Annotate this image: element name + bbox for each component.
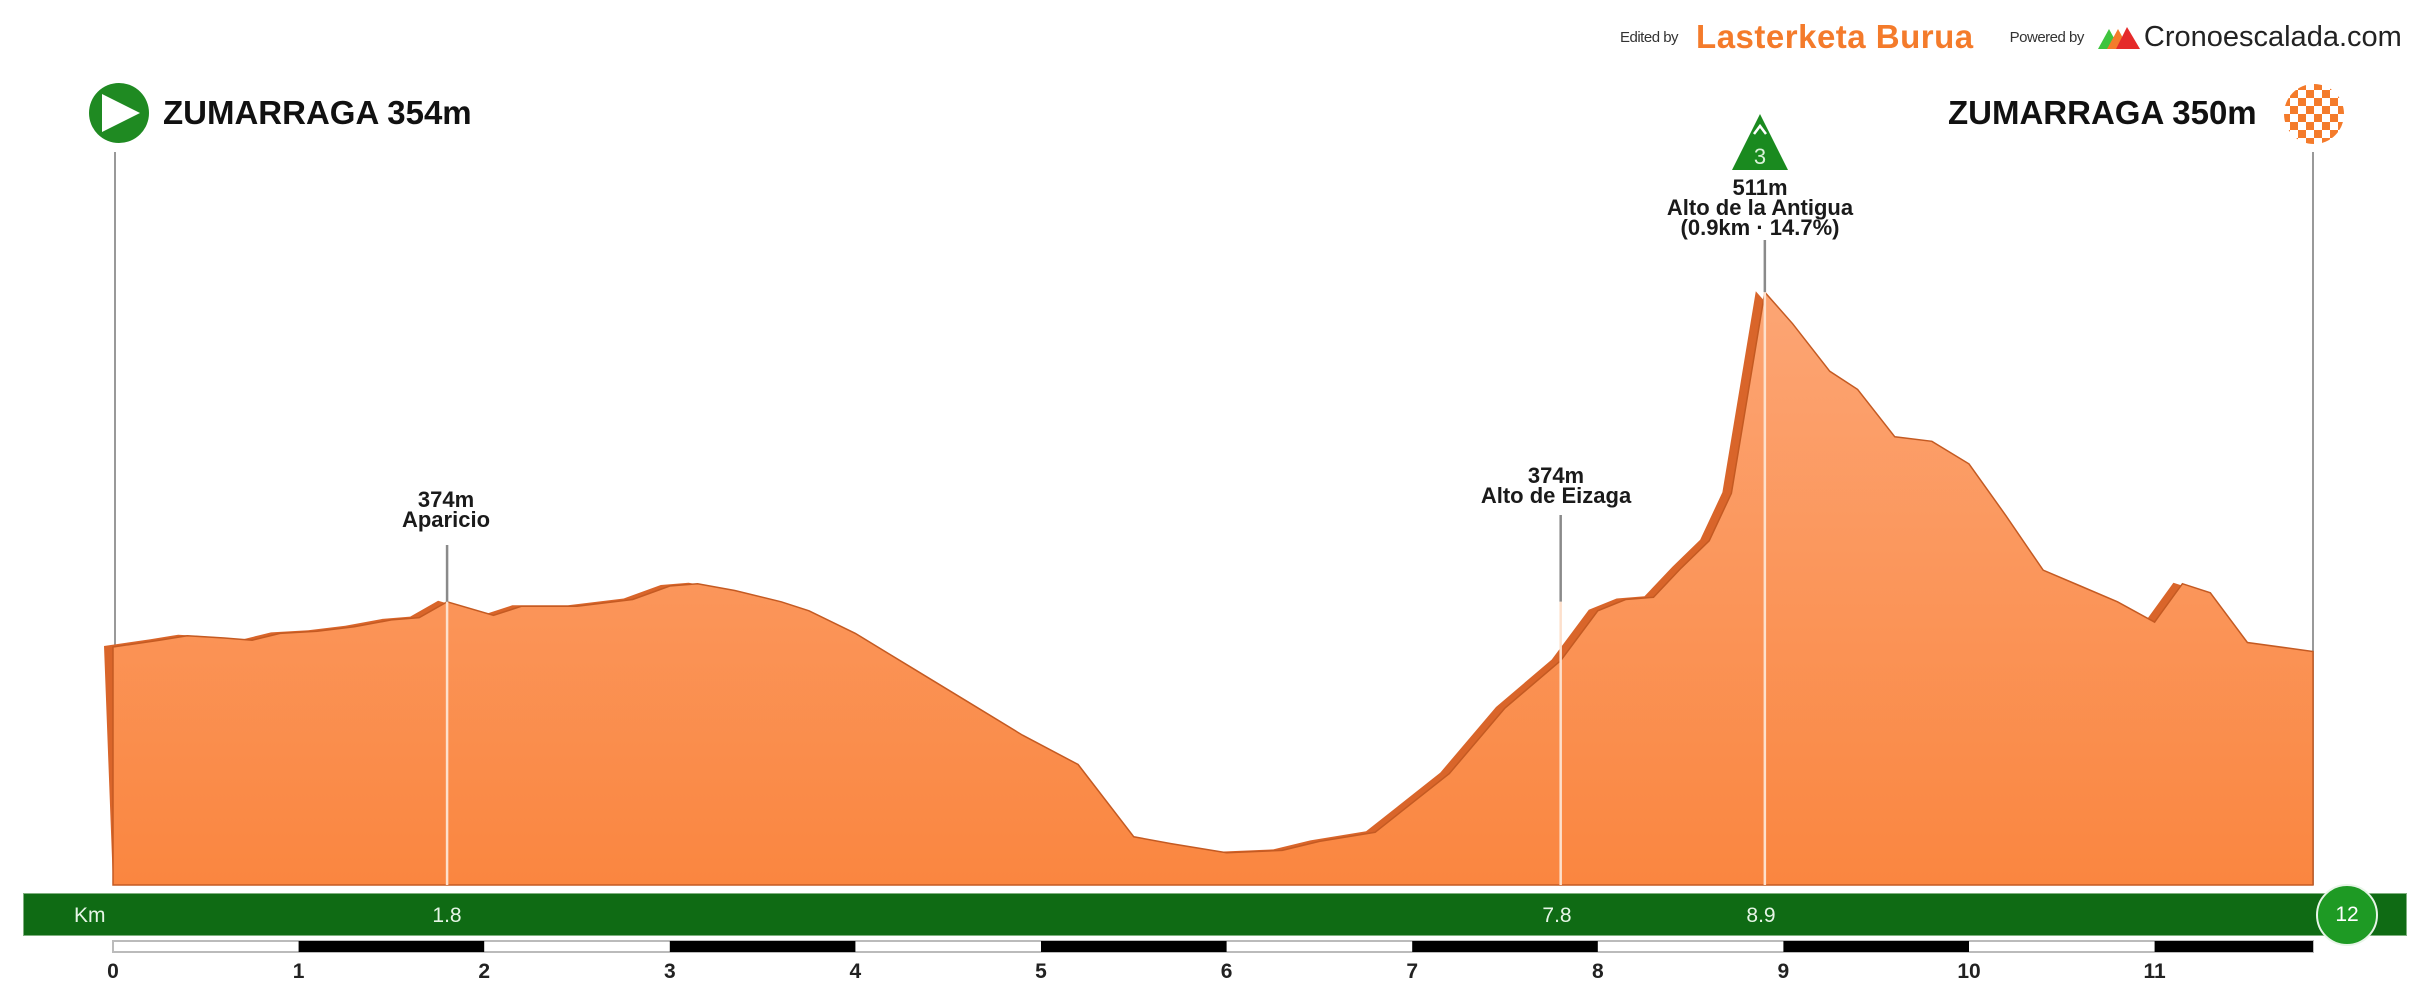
edited-by-label: Edited by xyxy=(1620,28,1679,46)
scale-tick-label: 0 xyxy=(107,960,119,983)
scale-tick-label: 8 xyxy=(1591,960,1604,983)
category-3-climb-icon: 3 xyxy=(1732,114,1788,170)
scale-tick-label: 9 xyxy=(1777,960,1790,983)
scale-tick-label: 7 xyxy=(1406,960,1419,983)
total-distance-badge: 12 xyxy=(2316,884,2378,946)
scale-tick-label: 6 xyxy=(1220,960,1233,983)
credits: Edited by Lasterketa Burua Powered by Cr… xyxy=(1620,18,2402,55)
finish-title: ZUMARRAGA 350m xyxy=(1948,94,2257,131)
scale-tick-label: 4 xyxy=(849,960,862,983)
marker-eizaga: 374m Alto de Eizaga xyxy=(1480,463,1632,508)
scale-tick-label: 5 xyxy=(1035,960,1047,983)
start-play-icon xyxy=(89,83,149,143)
km-bar-value: 1.8 xyxy=(432,904,462,927)
editor-logo: Lasterketa Burua xyxy=(1696,18,1974,55)
svg-text:3: 3 xyxy=(1754,144,1766,169)
profile-area xyxy=(112,290,2314,886)
scale-tick-label: 2 xyxy=(478,960,491,983)
scale-tick-label: 11 xyxy=(2143,960,2166,983)
km-bar: Km 1.8 7.8 8.9 xyxy=(23,893,2407,936)
marker-antigua: 511m Alto de la Antigua (0.9km · 14.7%) xyxy=(1666,175,1854,240)
start-title: ZUMARRAGA 354m xyxy=(163,94,472,131)
scale-tick-label: 3 xyxy=(663,960,676,983)
km-bar-label: Km xyxy=(74,904,106,927)
powered-by-label: Powered by xyxy=(2009,28,2085,46)
marker-aparicio: 374m Aparicio xyxy=(401,487,491,532)
provider-logo: Cronoescalada.com xyxy=(2143,20,2402,53)
finish-checkered-icon xyxy=(2284,84,2344,144)
scale-tick-label: 1 xyxy=(292,960,305,983)
scale-tick-label: 10 xyxy=(1957,960,1981,983)
mountains-logo-icon xyxy=(2097,27,2140,49)
distance-scale-bar xyxy=(112,940,2314,953)
km-bar-value: 8.9 xyxy=(1746,904,1776,927)
km-bar-value: 7.8 xyxy=(1542,904,1572,927)
